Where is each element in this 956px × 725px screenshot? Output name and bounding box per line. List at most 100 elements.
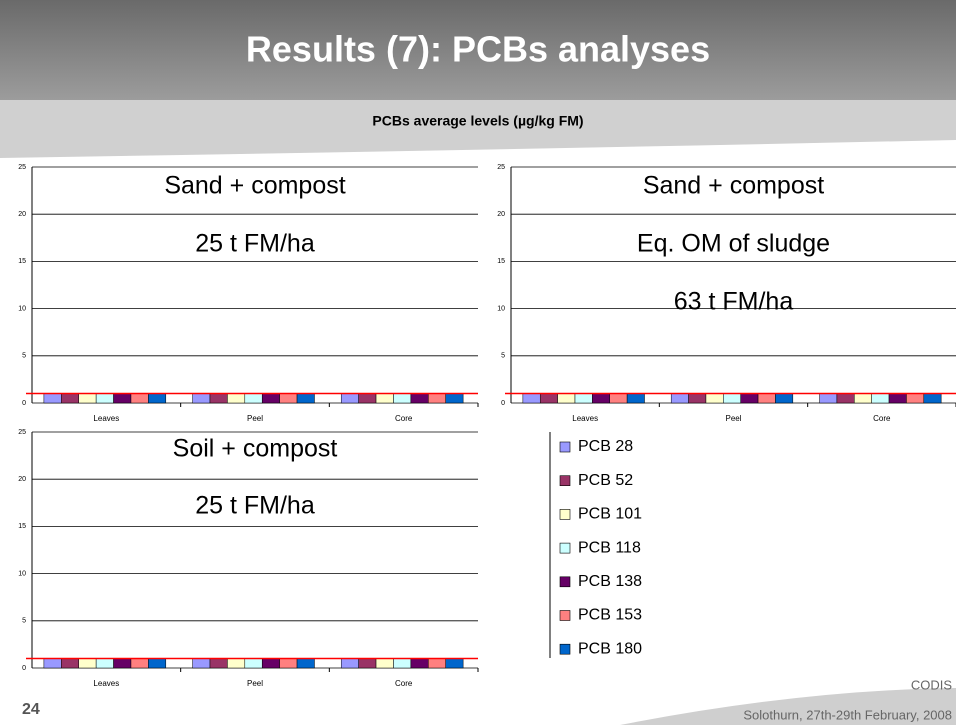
bar — [723, 393, 741, 404]
bar — [209, 658, 228, 669]
x-tick-label: Leaves — [93, 679, 119, 688]
bar — [43, 393, 62, 404]
x-tick-label: Core — [395, 414, 413, 423]
bar — [393, 393, 412, 404]
bar — [740, 393, 759, 404]
annotation: 25 t FM/ha — [195, 492, 315, 520]
y-tick-label: 10 — [497, 305, 505, 312]
bar — [428, 658, 446, 669]
annotation: 63 t FM/ha — [674, 288, 794, 316]
y-tick-label: 0 — [501, 400, 505, 407]
bar — [130, 393, 149, 404]
y-tick-label: 15 — [497, 258, 505, 265]
bar — [113, 393, 132, 404]
bar — [670, 393, 689, 404]
chart-subtitle: PCBs average levels (µg/kg FM) — [372, 113, 583, 129]
y-tick-label: 15 — [18, 523, 26, 530]
bar — [592, 393, 610, 404]
slide-title: Results (7): PCBs analyses — [246, 29, 710, 70]
bar — [261, 658, 280, 669]
x-tick-label: Leaves — [572, 414, 598, 423]
page-number: 24 — [22, 701, 40, 718]
annotation: 25 t FM/ha — [195, 230, 315, 258]
bar — [296, 658, 315, 669]
bar — [61, 658, 79, 669]
annotation: Sand + compost — [643, 172, 824, 200]
bar — [428, 393, 446, 404]
bar — [279, 658, 298, 669]
bar — [688, 393, 707, 404]
bar — [375, 393, 394, 404]
bar — [209, 393, 228, 404]
bar — [923, 393, 942, 404]
bar — [244, 658, 263, 669]
bar — [757, 393, 776, 404]
bar — [358, 658, 377, 669]
bar — [244, 393, 263, 404]
bar — [148, 658, 167, 669]
footer-event: Solothurn, 27th-29th February, 2008 — [743, 707, 952, 722]
legend-label: PCB 118 — [578, 539, 641, 556]
bar — [539, 393, 558, 404]
legend-swatch — [559, 643, 571, 655]
x-tick-label: Peel — [247, 679, 263, 688]
bar — [296, 393, 315, 404]
bar — [148, 393, 167, 404]
footer-org: CODIS — [911, 677, 953, 692]
bar — [61, 393, 79, 404]
bar — [393, 658, 412, 669]
bar — [626, 393, 645, 404]
legend-label: PCB 138 — [578, 573, 642, 590]
bar — [574, 393, 593, 404]
bar — [261, 393, 280, 404]
y-tick-label: 0 — [22, 665, 26, 672]
bar — [445, 658, 464, 669]
bar — [130, 658, 149, 669]
annotation: Eq. OM of sludge — [637, 230, 830, 258]
y-tick-label: 10 — [18, 305, 26, 312]
x-tick-label: Core — [395, 679, 413, 688]
bar — [192, 658, 211, 669]
legend-swatch — [559, 542, 571, 554]
x-tick-label: Peel — [725, 414, 741, 423]
bar — [705, 393, 724, 404]
y-tick-label: 25 — [18, 164, 26, 171]
bar — [522, 393, 541, 404]
bar — [95, 658, 114, 669]
annotation: Soil + compost — [173, 435, 338, 463]
y-tick-label: 5 — [501, 353, 505, 360]
bar — [775, 393, 794, 404]
bar — [43, 658, 62, 669]
bar — [410, 658, 429, 669]
y-tick-label: 10 — [18, 570, 26, 577]
bar — [113, 658, 132, 669]
bar — [888, 393, 907, 404]
y-tick-label: 20 — [18, 476, 26, 483]
bar — [871, 393, 890, 404]
footer-wedge — [620, 688, 956, 725]
y-tick-label: 5 — [22, 353, 26, 360]
x-tick-label: Leaves — [93, 414, 119, 423]
bar — [375, 658, 394, 669]
bar — [609, 393, 628, 404]
y-tick-label: 25 — [497, 164, 505, 171]
y-tick-label: 15 — [18, 258, 26, 265]
bar — [906, 393, 925, 404]
bar — [836, 393, 855, 404]
legend-label: PCB 52 — [578, 472, 633, 489]
bar — [854, 393, 872, 404]
legend-swatch — [559, 475, 571, 487]
y-tick-label: 20 — [497, 211, 505, 218]
legend-label: PCB 153 — [578, 607, 642, 624]
bar — [340, 658, 359, 669]
x-tick-label: Core — [873, 414, 891, 423]
legend-swatch — [559, 576, 571, 588]
legend-swatch — [559, 610, 571, 621]
legend-swatch — [559, 509, 571, 520]
bar — [410, 393, 429, 404]
bar — [227, 658, 246, 669]
bar — [95, 393, 114, 404]
header-band — [0, 0, 956, 100]
y-tick-label: 25 — [18, 429, 26, 436]
